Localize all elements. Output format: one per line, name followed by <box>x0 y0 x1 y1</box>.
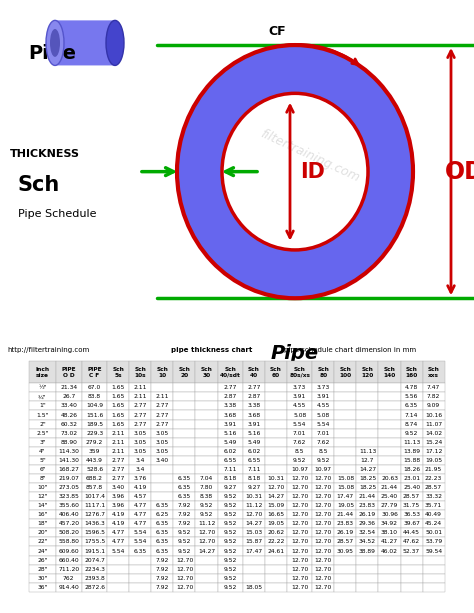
Text: THICKNESS: THICKNESS <box>10 148 80 159</box>
Text: Pipe: Pipe <box>28 44 76 63</box>
Ellipse shape <box>46 20 64 66</box>
Text: OD: OD <box>445 159 474 184</box>
Text: http://filtertraining.com: http://filtertraining.com <box>7 348 89 353</box>
Text: ID: ID <box>301 162 326 181</box>
Text: CF: CF <box>268 25 286 39</box>
Text: filtertraining.com: filtertraining.com <box>258 127 362 185</box>
Text: Pipe Schedule: Pipe Schedule <box>18 208 97 219</box>
Text: Pipe: Pipe <box>271 345 319 364</box>
Text: pipe schedule chart dimension in mm: pipe schedule chart dimension in mm <box>284 348 416 353</box>
Ellipse shape <box>106 20 124 66</box>
Text: Sch: Sch <box>18 175 60 195</box>
Ellipse shape <box>50 29 60 57</box>
Wedge shape <box>177 45 413 298</box>
Text: pipe thickness chart: pipe thickness chart <box>171 348 253 353</box>
FancyBboxPatch shape <box>54 20 116 66</box>
